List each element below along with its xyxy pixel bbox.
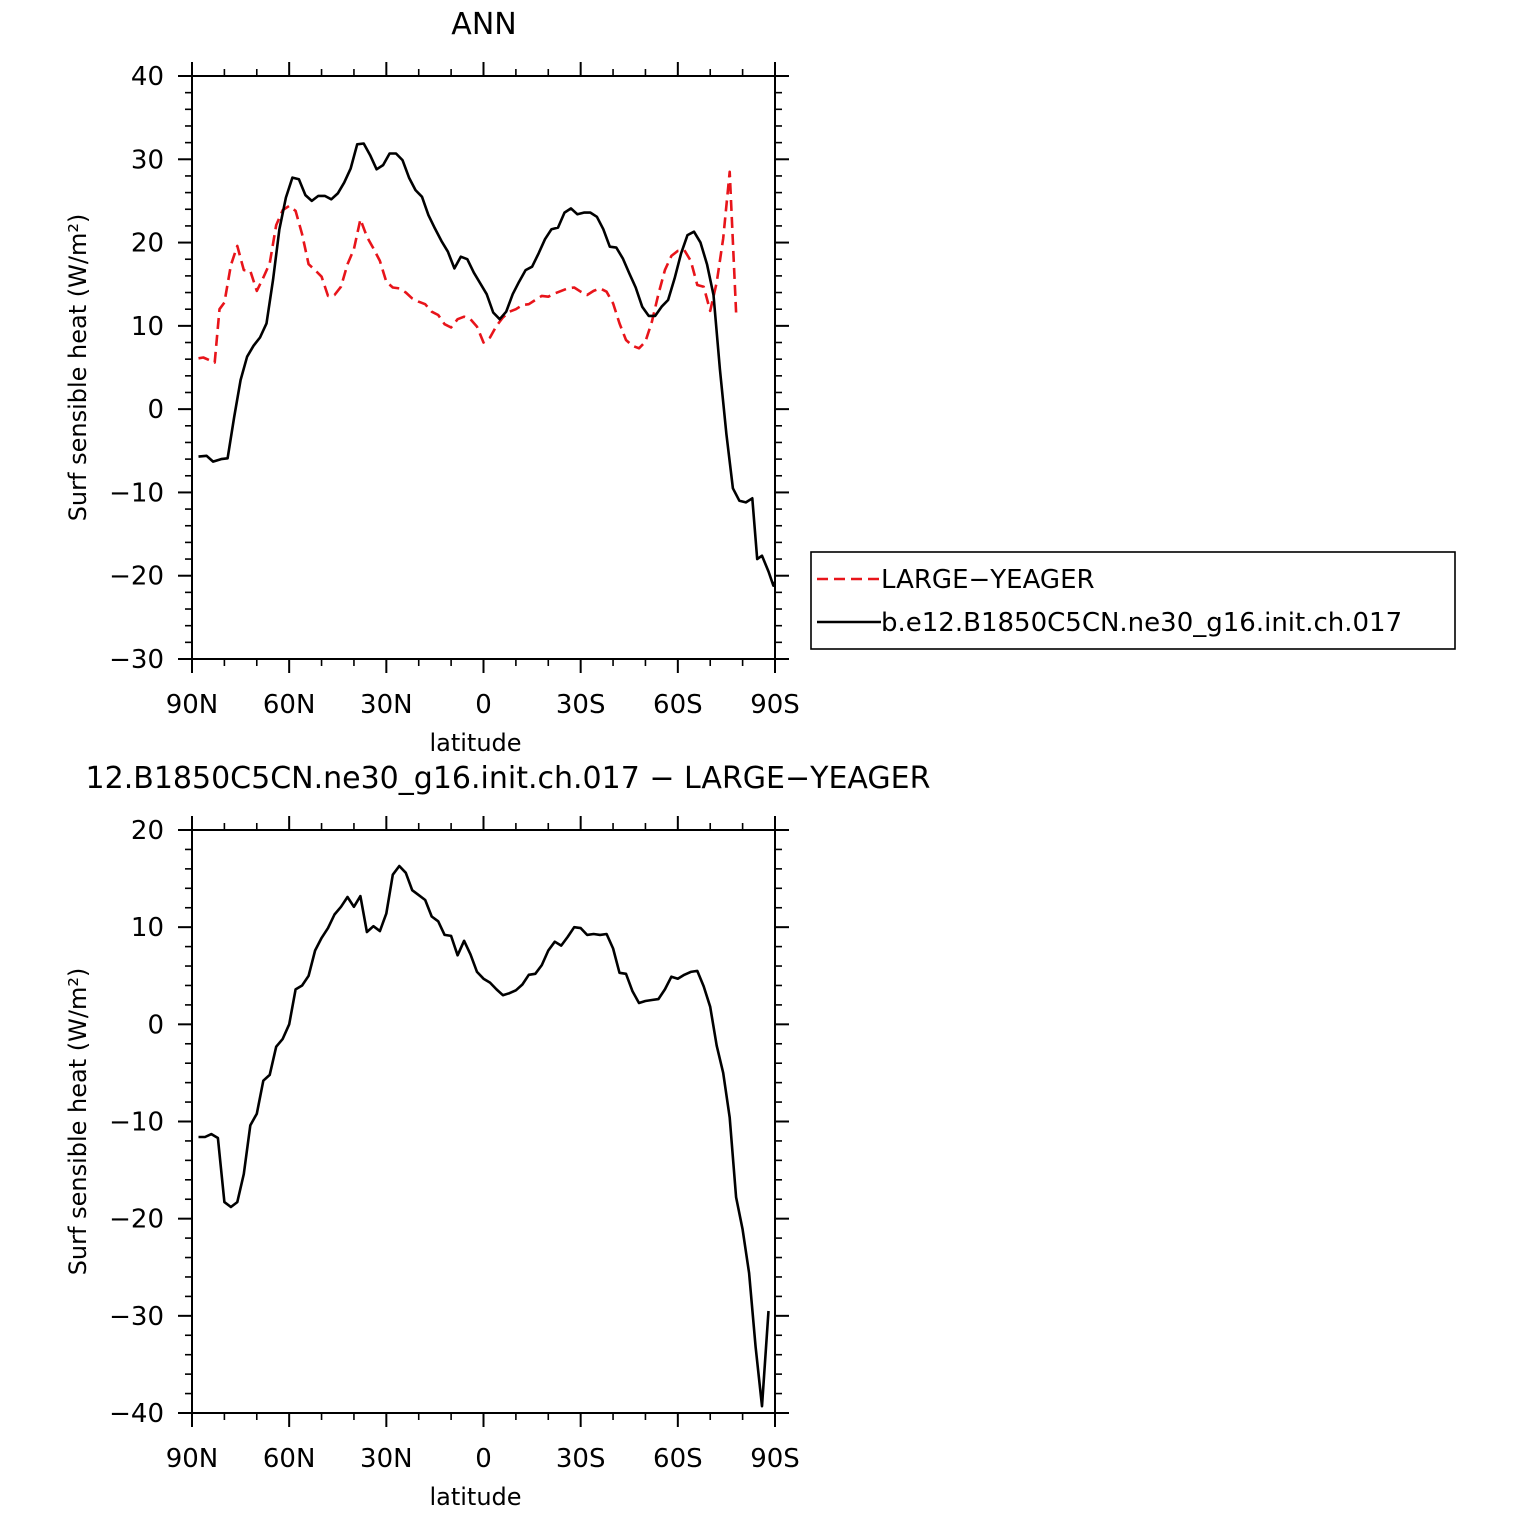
plot-frame: [191, 75, 776, 660]
y-tick-label: 0: [147, 1010, 164, 1040]
x-axis-label: latitude: [429, 729, 521, 757]
x-tick-label: 0: [475, 690, 492, 720]
series-line-2: [198, 142, 775, 588]
chart-title: 12.B1850C5CN.ne30_g16.init.ch.017 − LARG…: [86, 761, 931, 796]
y-tick-label: −30: [109, 1302, 164, 1332]
x-axis-label: latitude: [429, 1483, 521, 1511]
y-tick-label: −30: [109, 645, 164, 675]
x-tick-label: 90S: [750, 1444, 800, 1474]
y-tick-label: 20: [131, 229, 164, 259]
y-tick-label: 30: [131, 145, 164, 175]
y-tick-label: −10: [109, 1108, 164, 1138]
x-tick-label: 90S: [750, 690, 800, 720]
chart-title: ANN: [451, 7, 516, 42]
x-tick-label: 0: [475, 1444, 492, 1474]
y-tick-label: 40: [131, 62, 164, 92]
y-tick-label: −20: [109, 1205, 164, 1235]
x-tick-label: 60S: [653, 1444, 703, 1474]
x-tick-label: 60N: [263, 1444, 316, 1474]
y-axis-label: Surf sensible heat (W/m²): [64, 214, 92, 522]
legend-entry-2: b.e12.B1850C5CN.ne30_g16.init.ch.017: [881, 608, 1402, 638]
y-tick-label: 10: [131, 913, 164, 943]
x-tick-label: 30S: [556, 690, 606, 720]
plot-frame: [191, 829, 776, 1414]
x-tick-label: 90N: [166, 1444, 219, 1474]
x-tick-label: 90N: [166, 690, 219, 720]
x-tick-label: 60N: [263, 690, 316, 720]
series-line-1: [198, 170, 738, 364]
y-tick-label: −20: [109, 562, 164, 592]
series-line-1: [198, 864, 770, 1408]
y-tick-label: −10: [109, 478, 164, 508]
x-tick-label: 30N: [360, 1444, 413, 1474]
y-tick-label: 0: [147, 395, 164, 425]
legend-box: [810, 551, 1456, 650]
legend-entry-1: LARGE−YEAGER: [881, 565, 1095, 595]
y-axis-label: Surf sensible heat (W/m²): [64, 968, 92, 1276]
x-tick-label: 60S: [653, 690, 703, 720]
y-tick-label: −40: [109, 1399, 164, 1429]
legend: LARGE−YEAGER b.e12.B1850C5CN.ne30_g16.ini…: [810, 551, 1456, 650]
x-tick-label: 30N: [360, 690, 413, 720]
y-tick-label: 10: [131, 312, 164, 342]
x-tick-label: 30S: [556, 1444, 606, 1474]
y-tick-label: 20: [131, 816, 164, 846]
